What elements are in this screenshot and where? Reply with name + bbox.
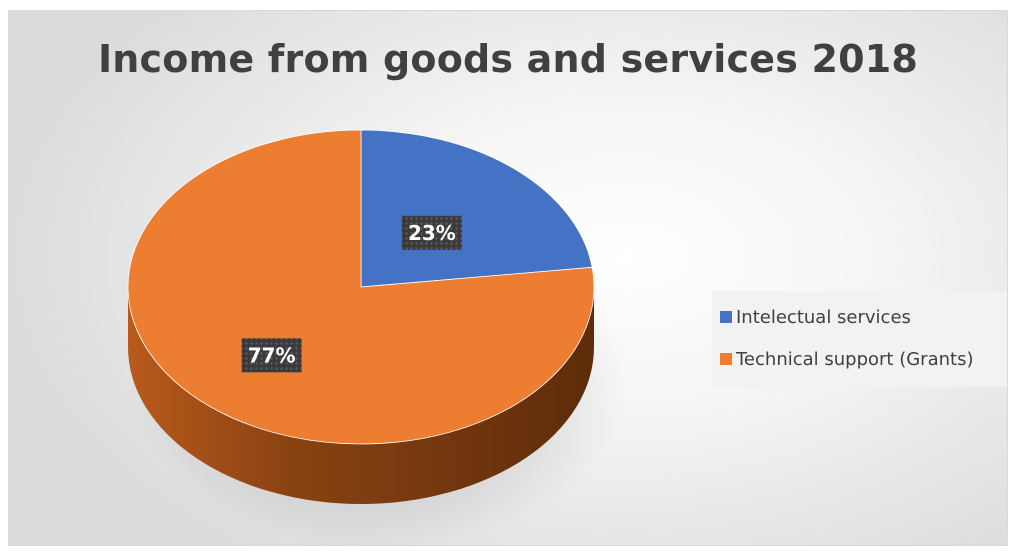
legend-item-technical-support: Technical support (Grants) [720, 347, 973, 371]
chart-area: Income from goods and services 2018 23% 7… [8, 10, 1008, 546]
pie-slice-0 [360, 129, 593, 288]
data-label-text: 23% [408, 221, 456, 245]
legend-item-intelectual-services: Intelectual services [720, 305, 911, 329]
legend: Intelectual services Technical support (… [712, 291, 1007, 387]
pie-chart: 23% 77% [127, 129, 629, 545]
data-label-text: 77% [248, 343, 296, 367]
legend-label: Technical support (Grants) [736, 348, 974, 370]
data-label-1: 77% [241, 338, 302, 373]
pie-side-wall [128, 287, 594, 504]
legend-label: Intelectual services [736, 306, 911, 328]
chart-title: Income from goods and services 2018 [97, 37, 919, 81]
legend-swatch-orange [720, 353, 732, 365]
legend-swatch-blue [720, 311, 732, 323]
data-label-0: 23% [401, 215, 462, 250]
